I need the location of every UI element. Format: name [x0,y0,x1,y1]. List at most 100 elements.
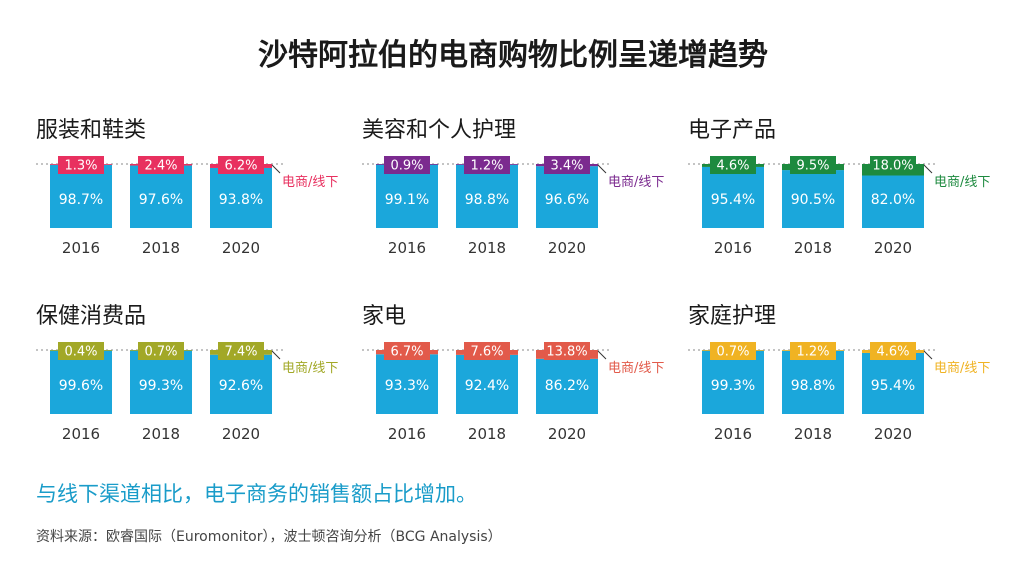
online-value-label: 4.6% [716,159,749,174]
offline-value-label: 93.8% [219,192,263,208]
online-value-label: 4.6% [876,345,909,360]
category-label: 2016 [62,425,100,443]
online-value-label: 6.7% [390,345,423,360]
offline-value-label: 95.4% [711,192,755,208]
category-label: 2016 [388,239,426,257]
online-value-label: 13.8% [546,345,587,360]
online-label-box [544,156,590,174]
chart-title: 家电 [362,304,407,329]
online-label-box [384,342,430,360]
bar-offline-segment [376,164,438,228]
chart-title: 电子产品 [688,118,777,143]
chart-panel: 电子产品 4.6% 95.4% 2016 9.5% 90.5% 2018 18.0% 82.0… [688,112,1008,262]
bar-offline-segment [536,358,598,414]
category-label: 2020 [548,425,586,443]
category-label: 2020 [548,239,586,257]
offline-value-label: 99.6% [59,378,103,394]
footnote-text: 与线下渠道相比，电子商务的销售额占比增加。 [36,482,477,506]
online-value-label: 18.0% [872,159,913,174]
category-label: 2018 [142,425,180,443]
online-label-box [464,342,510,360]
bar-offline-segment [702,166,764,228]
legend-label: 电商/线下 [934,175,990,190]
offline-value-label: 92.4% [465,378,509,394]
legend-pointer [923,164,933,174]
legend-pointer [271,164,281,174]
online-label-box [870,342,916,360]
category-label: 2018 [142,239,180,257]
legend-label: 电商/线下 [934,361,990,376]
chart-panel: 家电 6.7% 93.3% 2016 7.6% 92.4% 2018 13.8% 86.2% 2… [362,298,682,448]
online-label-box [218,156,264,174]
online-value-label: 2.4% [144,159,177,174]
online-value-label: 9.5% [796,159,829,174]
legend-pointer [271,350,281,360]
chart-panel: 保健消费品 0.4% 99.6% 2016 0.7% 99.3% 2018 7.4% 92.6… [36,298,356,448]
chart-panel: 美容和个人护理 0.9% 99.1% 2016 1.2% 98.8% 2018 3.4% 96… [362,112,682,262]
offline-value-label: 96.6% [545,192,589,208]
online-label-box [384,156,430,174]
online-value-label: 7.6% [470,345,503,360]
category-label: 2016 [388,425,426,443]
chart-title: 家庭护理 [688,304,777,329]
bar-offline-segment [782,350,844,414]
online-label-box [790,342,836,360]
chart-panel: 家庭护理 0.7% 99.3% 2016 1.2% 98.8% 2018 4.6% 95.4%… [688,298,1008,448]
legend-pointer [923,350,933,360]
bar-offline-segment [782,170,844,228]
legend-pointer [597,350,607,360]
online-value-label: 6.2% [224,159,257,174]
online-label-box [138,156,184,174]
online-label-box [464,156,510,174]
online-value-label: 0.7% [716,345,749,360]
source-text: 资料来源：欧睿国际（Euromonitor），波士顿咨询分析（BCG Analy… [36,529,502,545]
category-label: 2016 [714,425,752,443]
bar-offline-segment [130,350,192,414]
category-label: 2018 [468,239,506,257]
online-value-label: 0.7% [144,345,177,360]
offline-value-label: 97.6% [139,192,183,208]
chart-svg: 1.3% 98.7% 2016 2.4% 97.6% 2018 6.2% 93.8% 2020 电… [36,156,338,257]
legend-label: 电商/线下 [282,361,338,376]
offline-value-label: 98.8% [791,378,835,394]
legend-label: 电商/线下 [608,361,664,376]
legend-label: 电商/线下 [282,175,338,190]
online-label-box [58,342,104,360]
chart-svg: 0.4% 99.6% 2016 0.7% 99.3% 2018 7.4% 92.6% 2020 电… [36,342,338,443]
bar-offline-segment [702,350,764,414]
category-label: 2020 [874,425,912,443]
chart-svg: 6.7% 93.3% 2016 7.6% 92.4% 2018 13.8% 86.2% 2020… [362,342,664,443]
legend-label: 电商/线下 [608,175,664,190]
bar-offline-segment [536,166,598,228]
online-label-box [544,342,590,360]
category-label: 2016 [714,239,752,257]
offline-value-label: 99.3% [711,378,755,394]
offline-value-label: 99.1% [385,192,429,208]
online-label-box [218,342,264,360]
online-value-label: 1.2% [796,345,829,360]
online-label-box [710,156,756,174]
offline-value-label: 99.3% [139,378,183,394]
offline-value-label: 98.7% [59,192,103,208]
offline-value-label: 82.0% [871,192,915,208]
bar-offline-segment [130,165,192,228]
legend-pointer [597,164,607,174]
offline-value-label: 93.3% [385,378,429,394]
offline-value-label: 86.2% [545,378,589,394]
online-label-box [710,342,756,360]
category-label: 2020 [222,239,260,257]
bar-offline-segment [376,354,438,414]
bar-offline-segment [210,167,272,228]
category-label: 2018 [794,425,832,443]
offline-value-label: 95.4% [871,378,915,394]
chart-title: 服装和鞋类 [36,118,147,143]
online-label-box [790,156,836,174]
online-value-label: 3.4% [550,159,583,174]
chart-svg: 0.7% 99.3% 2016 1.2% 98.8% 2018 4.6% 95.4% 2020 电… [688,342,990,443]
category-label: 2018 [794,239,832,257]
chart-panel: 服装和鞋类 1.3% 98.7% 2016 2.4% 97.6% 2018 6.2% 93.8… [36,112,356,262]
chart-svg: 4.6% 95.4% 2016 9.5% 90.5% 2018 18.0% 82.0% 2020… [688,156,990,257]
chart-svg: 0.9% 99.1% 2016 1.2% 98.8% 2018 3.4% 96.6% 2020 电… [362,156,664,257]
offline-value-label: 98.8% [465,192,509,208]
offline-value-label: 90.5% [791,192,835,208]
